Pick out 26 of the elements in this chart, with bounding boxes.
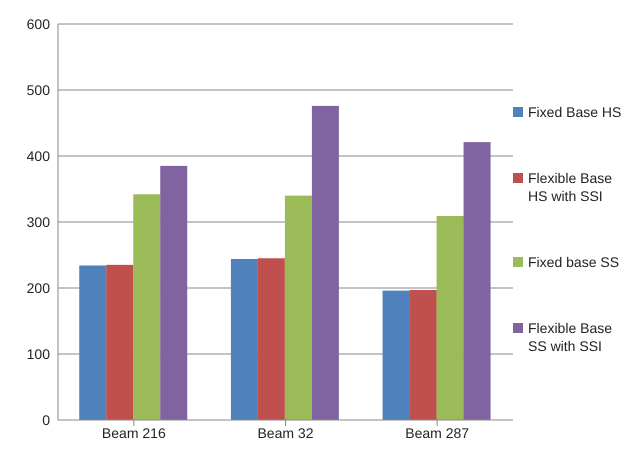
bar (133, 194, 160, 420)
legend-label: Fixed Base HS (528, 103, 622, 121)
bar (258, 258, 285, 420)
bar (160, 166, 188, 420)
y-tick-label: 400 (26, 148, 50, 164)
legend-label: Flexible Base SS with SSI (528, 319, 614, 355)
bar (230, 258, 258, 420)
legend-label: Fixed base SS (528, 253, 620, 271)
bar (436, 216, 464, 420)
y-tick-label: 600 (26, 16, 50, 32)
legend-label: Flexible Base HS with SSI (528, 169, 614, 205)
bar (79, 266, 106, 420)
x-tick-label: Beam 216 (102, 424, 166, 441)
bar (382, 290, 410, 420)
y-tick-label: 500 (26, 82, 50, 98)
bar (410, 290, 437, 420)
y-tick-label: 100 (26, 346, 50, 362)
y-tick-label: 0 (42, 412, 50, 428)
y-tick-label: 300 (26, 214, 50, 230)
x-tick-label: Beam 287 (405, 424, 470, 441)
bar (284, 196, 312, 420)
bar (106, 264, 134, 420)
bar (312, 106, 339, 420)
x-tick-label: Beam 32 (257, 424, 314, 441)
y-tick-label: 200 (26, 280, 50, 296)
bar (464, 142, 491, 420)
